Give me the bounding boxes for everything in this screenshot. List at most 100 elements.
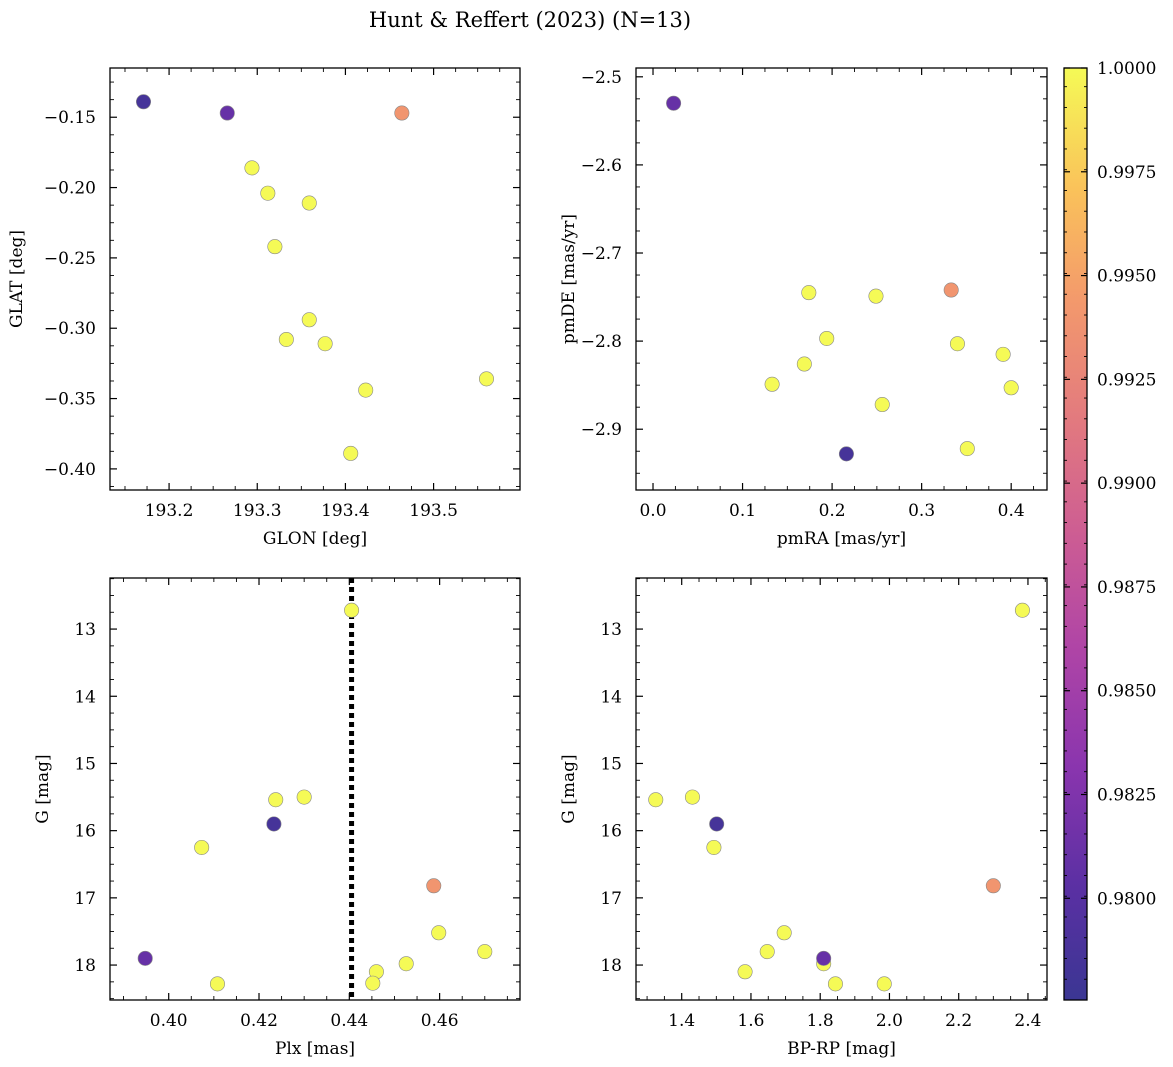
scatter-point	[344, 602, 360, 618]
panel-plx-g: 0.40 0.42 0.44 0.46 13 14 15 16 17 18 Plx [mas] G […	[33, 577, 521, 1059]
scatter-point	[819, 330, 835, 346]
x-axis-label: pmRA [mas/yr]	[777, 529, 906, 549]
scatter-point	[358, 382, 374, 398]
scatter-point	[137, 950, 153, 966]
x-tick-label: 193.4	[321, 501, 370, 521]
scatter-point	[776, 925, 792, 941]
scatter-point	[431, 925, 447, 941]
scatter-point	[365, 975, 381, 991]
scatter-point	[477, 944, 493, 960]
scatter-point	[737, 964, 753, 980]
scatter-point	[398, 956, 414, 972]
x-tick-label: 2.2	[945, 1011, 972, 1031]
y-tick-label: −2.7	[581, 244, 622, 264]
axes-frame	[635, 577, 1048, 1001]
scatter-point	[838, 446, 854, 462]
y-axis-label: G [mag]	[559, 754, 579, 823]
y-tick-label: 15	[600, 754, 622, 774]
scatter-point	[478, 371, 494, 387]
scatter-point	[244, 160, 260, 176]
y-tick-label: 18	[600, 956, 622, 976]
scatter-point	[816, 950, 832, 966]
scatter-point	[394, 105, 410, 121]
scatter-point	[266, 816, 282, 832]
y-tick-label: 16	[74, 822, 96, 842]
scatter-point	[260, 185, 276, 201]
y-axis-label: G [mag]	[33, 754, 53, 823]
scatter-point	[943, 282, 959, 298]
panel-glon-glat: 193.2 193.3 193.4 193.5 −0.15 −0.20 −0.25 −0.30…	[7, 67, 521, 549]
scatter-point	[874, 397, 890, 413]
scatter-point	[827, 976, 843, 992]
x-tick-label: 193.3	[233, 501, 282, 521]
colorbar-gradient	[1064, 68, 1087, 1000]
scatter-point	[876, 976, 892, 992]
scatter-point	[426, 878, 442, 894]
scatter-point	[296, 789, 312, 805]
scatter-point	[219, 105, 235, 121]
y-tick-label: −0.40	[44, 460, 96, 480]
scatter-point	[995, 346, 1011, 362]
y-tick-label: 14	[74, 687, 96, 707]
y-tick-label: 17	[74, 889, 96, 909]
scatter-point	[648, 792, 664, 808]
x-tick-label: 193.2	[145, 501, 194, 521]
scatter-point	[759, 944, 775, 960]
y-tick-label: −0.35	[44, 390, 96, 410]
scatter-point	[301, 195, 317, 211]
scatter-point	[1014, 602, 1030, 618]
scatter-point	[194, 839, 210, 855]
colorbar-tick-label: 0.9900	[1097, 474, 1156, 494]
scatter-point	[209, 976, 225, 992]
axes-frame	[109, 577, 521, 1001]
scatter-point	[706, 839, 722, 855]
colorbar-tick-label: 0.9850	[1097, 682, 1156, 702]
y-axis-label: GLAT [deg]	[7, 230, 27, 328]
colorbar-tick-label: 0.9875	[1097, 578, 1156, 598]
panel-pmra-pmde: 0.0 0.1 0.2 0.3 0.4 −2.5 −2.6 −2.7 −2.8 −2.9 pmRA …	[559, 67, 1048, 549]
y-tick-label: −0.30	[44, 319, 96, 339]
y-tick-label: 13	[600, 620, 622, 640]
y-tick-label: −2.6	[581, 156, 622, 176]
y-tick-label: 13	[74, 620, 96, 640]
scatter-point	[949, 336, 965, 352]
y-tick-label: 15	[74, 754, 96, 774]
x-tick-label: 0.40	[150, 1011, 188, 1031]
colorbar-tick-label: 1.0000	[1097, 59, 1156, 79]
x-tick-label: 1.8	[807, 1011, 834, 1031]
colorbar-tick-label: 0.9975	[1097, 163, 1156, 183]
colorbar-tick-label: 0.9950	[1097, 267, 1156, 287]
x-tick-label: 0.2	[819, 501, 846, 521]
colorbar-tick-label: 0.9825	[1097, 786, 1156, 806]
scatter-point	[317, 336, 333, 352]
chart-title: Hunt & Reffert (2023) (N=13)	[369, 8, 691, 32]
x-axis-label: Plx [mas]	[275, 1039, 355, 1059]
x-tick-label: 193.5	[409, 501, 458, 521]
y-tick-label: 16	[600, 822, 622, 842]
axes-frame	[635, 67, 1048, 491]
x-tick-label: 0.3	[908, 501, 935, 521]
y-tick-label: −2.8	[581, 332, 622, 352]
x-tick-label: 2.0	[876, 1011, 903, 1031]
panel-bprp-g: 1.4 1.6 1.8 2.0 2.2 2.4 13 14 15 16 17 18 BP-RP [mag…	[559, 577, 1048, 1059]
scatter-point	[278, 331, 294, 347]
x-axis-label: BP-RP [mag]	[787, 1039, 896, 1059]
scatter-point	[796, 356, 812, 372]
y-tick-label: 14	[600, 687, 622, 707]
x-tick-label: 0.46	[421, 1011, 459, 1031]
scatter-point	[136, 94, 152, 110]
scatter-point	[959, 441, 975, 457]
x-tick-label: 0.42	[240, 1011, 278, 1031]
y-tick-label: −0.15	[44, 108, 96, 128]
colorbar: 0.9800 0.9825 0.9850 0.9875 0.9900 0.9925 0.99…	[1063, 59, 1156, 1001]
x-tick-label: 1.4	[668, 1011, 695, 1031]
y-tick-label: −2.9	[581, 420, 622, 440]
y-axis-label: pmDE [mas/yr]	[559, 214, 579, 344]
scatter-point	[1003, 380, 1019, 396]
scatter-point	[709, 816, 725, 832]
x-axis-label: GLON [deg]	[263, 529, 367, 549]
scatter-point	[985, 878, 1001, 894]
colorbar-tick-label: 0.9800	[1097, 889, 1156, 909]
x-tick-label: 1.6	[737, 1011, 764, 1031]
